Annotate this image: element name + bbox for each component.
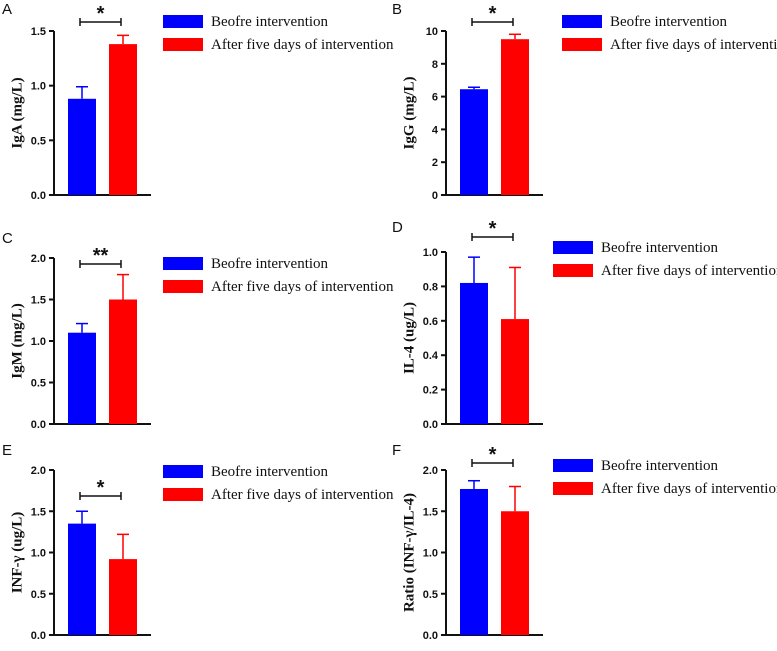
bar-before [460, 488, 488, 635]
significance-marker: * [489, 218, 497, 240]
legend-swatch [562, 38, 602, 51]
y-tick-label: 1.0 [31, 81, 46, 93]
y-tick-label: 0.5 [423, 589, 438, 601]
y-tick-label: 0.5 [31, 135, 46, 147]
y-tick-label: 0 [432, 190, 438, 202]
y-tick-label: 6 [432, 92, 438, 104]
panel-letter: A [2, 1, 12, 18]
y-tick-label: 1.0 [31, 548, 46, 560]
bar-before [68, 98, 96, 195]
y-tick-label: 2 [432, 157, 438, 169]
legend-swatch [163, 280, 203, 293]
y-tick-label: 1.0 [31, 336, 46, 348]
bar-before [68, 332, 96, 424]
panel-letter: E [2, 442, 12, 459]
y-tick-label: 2.0 [423, 465, 438, 477]
y-tick-label: 1.0 [423, 548, 438, 560]
bar-after [109, 299, 137, 424]
legend-swatch [553, 459, 593, 472]
legend-label: Beofre intervention [601, 240, 719, 256]
legend-swatch [163, 38, 203, 51]
y-tick-label: 0.0 [423, 419, 438, 431]
legend-label: After five days of intervention [211, 279, 394, 295]
y-tick-label: 0.8 [423, 281, 438, 293]
y-axis-title: IL-4 (ug/L) [401, 302, 417, 374]
y-axis-title: Ratio (INF-γ/IL-4) [401, 493, 417, 612]
bar-after [109, 559, 137, 635]
legend-swatch [163, 257, 203, 270]
bar-after [501, 319, 529, 424]
legend-label: Beofre intervention [211, 464, 329, 480]
legend-label: After five days of intervention [211, 37, 394, 53]
bar-before [460, 89, 488, 195]
significance-marker: ** [93, 245, 109, 267]
panel-e: E 0.0 0.5 1.0 1.5 2.0 INF-γ (ug/L) * Beofre inte… [2, 442, 394, 642]
bar-after [501, 39, 529, 196]
y-tick-label: 0.0 [31, 419, 46, 431]
legend-swatch [163, 15, 203, 28]
y-axis-title: INF-γ (ug/L) [9, 512, 25, 594]
significance-marker: * [489, 3, 497, 25]
legend-label: Beofre intervention [601, 458, 719, 474]
legend-label: Beofre intervention [610, 14, 728, 30]
bar-before [460, 282, 488, 424]
y-tick-label: 2.0 [31, 465, 46, 477]
legend-swatch [562, 15, 602, 28]
significance-marker: * [97, 477, 105, 499]
y-tick-label: 1.5 [31, 295, 46, 307]
y-tick-label: 0.0 [31, 630, 46, 642]
panel-d: D 0.0 0.2 0.4 0.6 0.8 1.0 IL-4 (ug/L) * Beofre in… [392, 218, 777, 431]
y-axis-title: IgA (mg/L) [9, 77, 25, 148]
legend-swatch [553, 482, 593, 495]
panel-letter: D [392, 219, 403, 236]
significance-marker: * [97, 3, 105, 25]
panel-f: F 0.0 0.5 1.0 1.5 2.0 Ratio (INF-γ/IL-4) * Beofr… [392, 442, 777, 642]
bar-before [68, 523, 96, 635]
y-tick-label: 8 [432, 59, 438, 71]
significance-marker: * [489, 444, 497, 466]
y-tick-label: 0.5 [31, 589, 46, 601]
legend-label: Beofre intervention [211, 14, 329, 30]
legend-swatch [553, 264, 593, 277]
panel-a: A 0.0 0.5 1.0 1.5 IgA (mg/L) * Beofre intervent… [2, 1, 394, 202]
panel-letter: F [392, 442, 401, 459]
y-tick-label: 1.0 [423, 247, 438, 259]
y-axis-title: IgM (mg/L) [9, 303, 25, 378]
legend-label: After five days of intervention [610, 37, 777, 53]
legend-swatch [163, 488, 203, 501]
y-tick-label: 0.5 [31, 378, 46, 390]
y-tick-label: 0.2 [423, 385, 438, 397]
legend-swatch [553, 241, 593, 254]
bar-after [109, 44, 137, 196]
y-tick-label: 1.5 [31, 26, 46, 38]
legend-label: After five days of intervention [601, 263, 777, 279]
y-tick-label: 1.5 [423, 506, 438, 518]
y-tick-label: 2.0 [31, 253, 46, 265]
y-tick-label: 0.0 [423, 630, 438, 642]
bar-after [501, 511, 529, 635]
legend-label: Beofre intervention [211, 256, 329, 272]
legend-label: After five days of intervention [211, 487, 394, 503]
y-tick-label: 10 [426, 26, 438, 38]
y-tick-label: 0.6 [423, 316, 438, 328]
panel-letter: C [2, 230, 13, 247]
y-tick-label: 0.0 [31, 190, 46, 202]
panel-letter: B [392, 1, 402, 18]
panel-c: C 0.0 0.5 1.0 1.5 2.0 IgM (mg/L) ** Beofre inter… [2, 230, 394, 431]
y-tick-label: 1.5 [31, 506, 46, 518]
y-tick-label: 0.4 [423, 350, 439, 362]
y-axis-title: IgG (mg/L) [401, 77, 417, 150]
legend-swatch [163, 465, 203, 478]
y-tick-label: 4 [432, 124, 439, 136]
legend-label: After five days of intervention [601, 481, 777, 497]
panel-b: B 0 2 4 6 8 10 IgG (mg/L) * Beofre intervention Af… [392, 1, 777, 202]
